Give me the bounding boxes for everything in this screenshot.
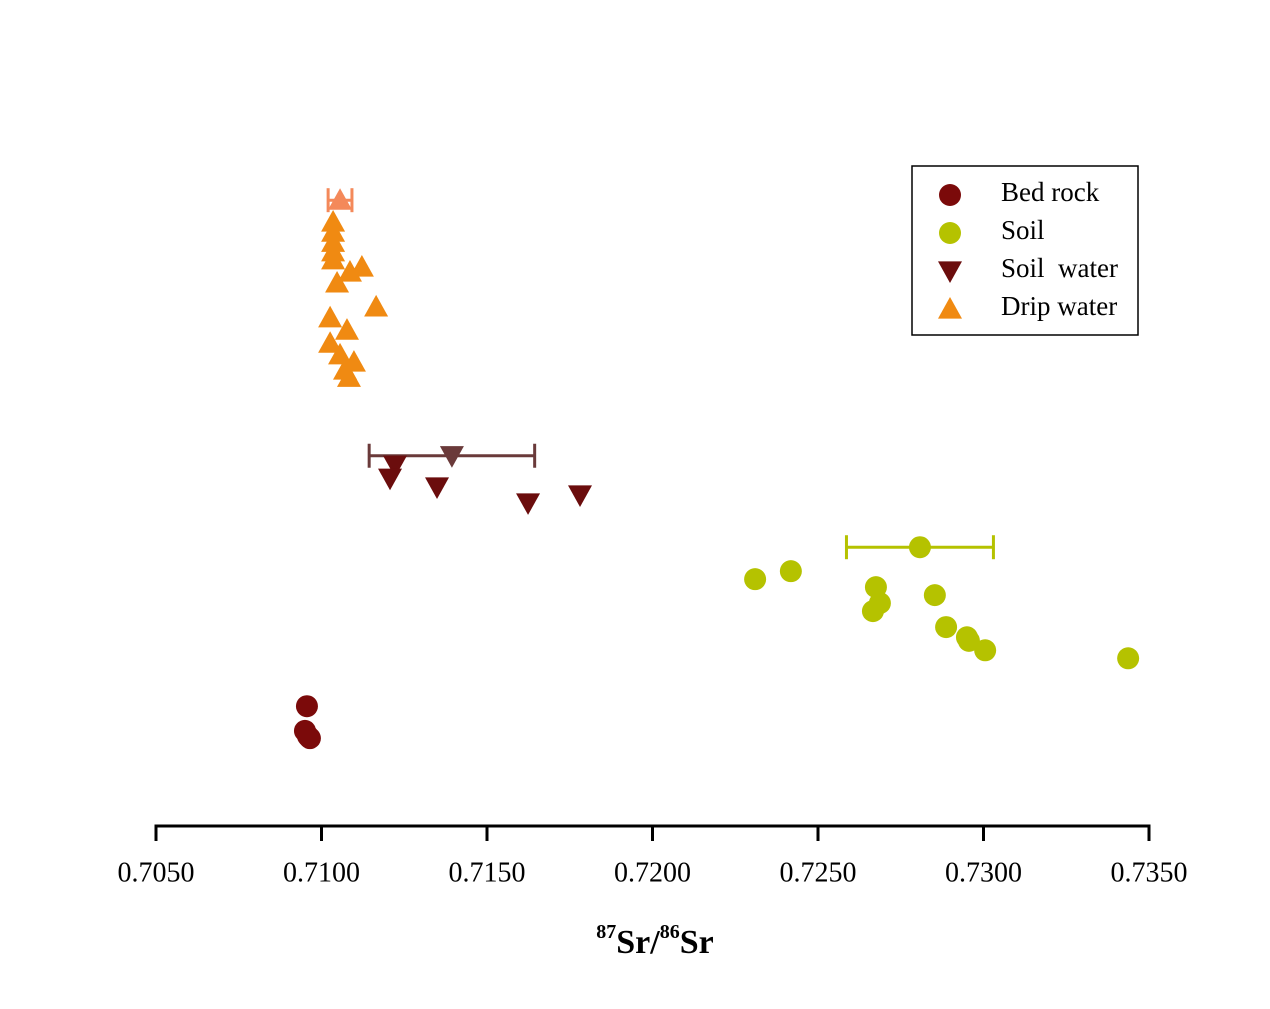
mean-point — [328, 188, 353, 210]
point — [935, 616, 958, 639]
point — [318, 305, 343, 328]
point — [296, 724, 319, 747]
x-axis-title-part: 86 — [660, 921, 680, 943]
point — [425, 477, 450, 499]
x-tick-label: 0.7100 — [283, 857, 360, 888]
mean-point — [908, 536, 931, 559]
legend-label: Soil — [1001, 215, 1045, 245]
x-axis-title: 87Sr/86Sr — [596, 921, 713, 961]
point — [923, 584, 946, 607]
point — [957, 629, 980, 652]
point — [516, 493, 541, 515]
point — [378, 468, 403, 491]
legend-marker — [938, 261, 962, 283]
x-axis-title-part: Sr/ — [616, 924, 660, 961]
x-tick-label: 0.7200 — [614, 857, 691, 888]
x-axis-title-part: Sr — [680, 924, 714, 961]
x-axis-title-part: 87 — [596, 921, 616, 943]
legend-label: Soil water — [1001, 253, 1118, 283]
point — [974, 639, 997, 662]
point — [568, 485, 593, 507]
point — [318, 331, 343, 353]
point — [295, 695, 318, 718]
legend-label: Drip water — [1001, 291, 1117, 321]
point — [382, 455, 407, 478]
point — [321, 247, 346, 270]
legend-marker — [938, 297, 962, 319]
point — [779, 560, 802, 583]
legend-marker — [939, 222, 961, 244]
x-tick-label: 0.7350 — [1111, 857, 1188, 888]
x-tick-label: 0.7300 — [945, 857, 1022, 888]
point — [364, 294, 389, 317]
mean-point — [439, 446, 464, 468]
legend-marker — [939, 184, 961, 206]
legend-label: Bed rock — [1001, 177, 1100, 207]
x-tick-label: 0.7050 — [118, 857, 195, 888]
point — [861, 600, 884, 623]
point — [1117, 647, 1140, 670]
x-tick-label: 0.7150 — [449, 857, 526, 888]
x-tick-label: 0.7250 — [780, 857, 857, 888]
point — [336, 365, 361, 387]
point — [744, 568, 767, 591]
point — [334, 318, 359, 340]
point — [328, 342, 353, 365]
point — [325, 270, 350, 293]
point — [349, 254, 374, 277]
